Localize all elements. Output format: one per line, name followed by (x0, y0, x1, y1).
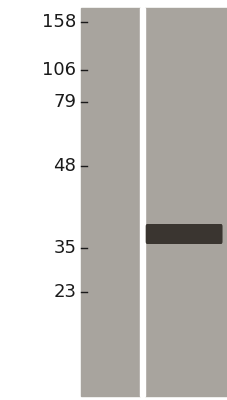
Text: 23: 23 (53, 283, 76, 301)
Bar (140, 8, 144, 396)
Text: 158: 158 (42, 13, 76, 31)
Text: 106: 106 (42, 61, 76, 79)
Bar (81, 8, 140, 396)
Text: 35: 35 (53, 239, 76, 257)
Text: 79: 79 (53, 93, 76, 111)
Bar (144, 8, 227, 396)
FancyBboxPatch shape (145, 224, 222, 244)
Text: 48: 48 (53, 157, 76, 175)
